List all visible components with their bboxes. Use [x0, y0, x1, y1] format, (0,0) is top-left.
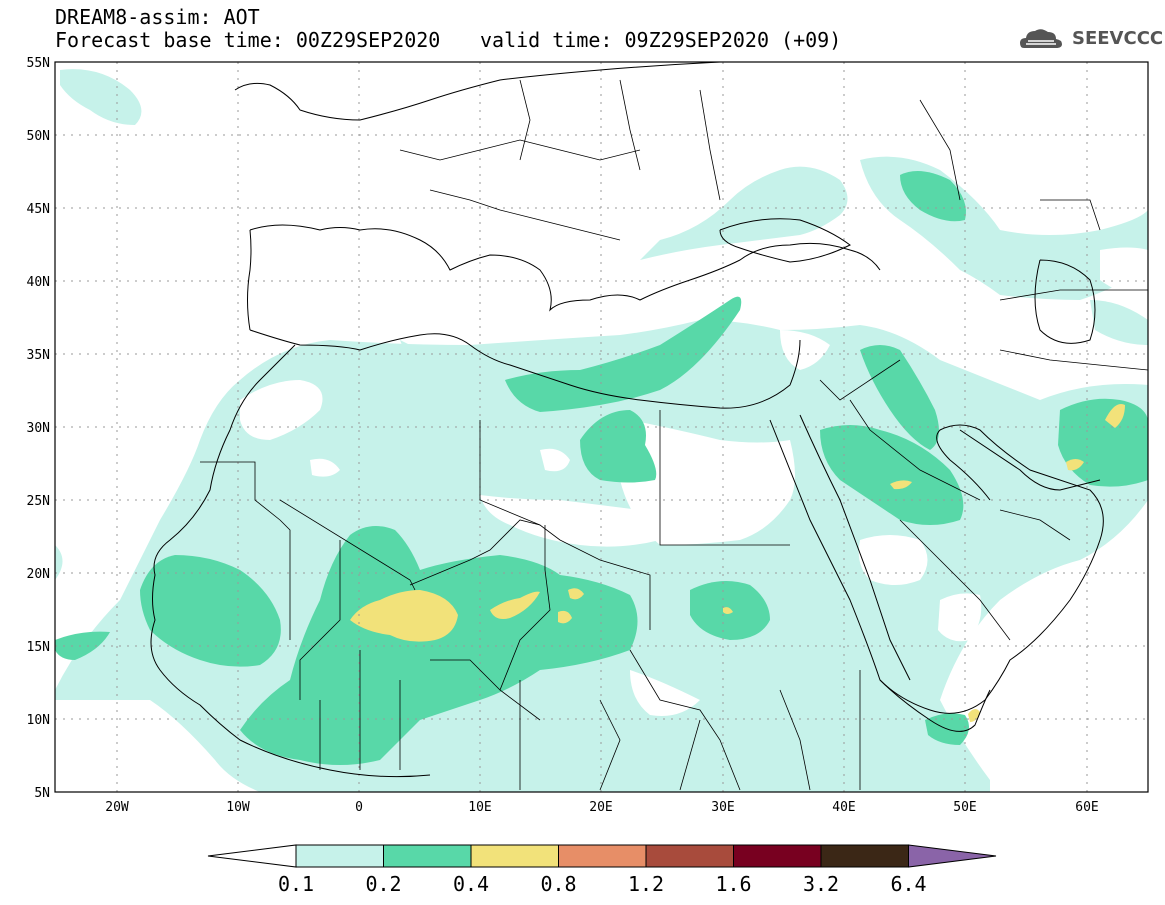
- colorbar-label: 0.1: [278, 872, 314, 896]
- colorbar-segment: [820, 844, 909, 868]
- colorbar-label: 0.4: [453, 872, 489, 896]
- aot-field: [55, 69, 1148, 792]
- aot-level-0.4-0.8: [350, 404, 1125, 722]
- colorbar-label: 1.2: [628, 872, 664, 896]
- colorbar-segment: [645, 844, 734, 868]
- lon-label: 40E: [832, 800, 855, 815]
- valid-time: valid time: 09Z29SEP2020 (+09): [480, 28, 842, 52]
- colorbar-label: 0.2: [365, 872, 401, 896]
- map-frame: [54, 61, 1149, 793]
- colorbar: 0.1 0.2 0.4 0.8 1.2 1.6 3.2 6.4: [207, 844, 997, 896]
- country-borders: [200, 79, 1148, 791]
- lon-label: 20W: [105, 800, 129, 815]
- forecast-base-time: Forecast base time: 00Z29SEP2020: [55, 28, 441, 52]
- colorbar-segment: [295, 844, 384, 868]
- lat-label: 10N: [27, 713, 50, 728]
- lon-label: 0: [355, 800, 363, 815]
- lat-label: 20N: [27, 567, 50, 582]
- colorbar-label: 6.4: [890, 872, 926, 896]
- colorbar-label: 3.2: [803, 872, 839, 896]
- colorbar-segment: [558, 844, 647, 868]
- colorbar-label: 1.6: [715, 872, 751, 896]
- colorbar-left-arrow: [207, 844, 297, 868]
- lon-label: 50E: [953, 800, 976, 815]
- lat-label: 45N: [27, 202, 50, 217]
- coastlines: [150, 62, 1104, 778]
- map-title: DREAM8-assim: AOT: [55, 5, 260, 29]
- seevccc-logo-text: SEEVCCC: [1072, 28, 1164, 49]
- colorbar-segment: [383, 844, 472, 868]
- lon-label: 20E: [589, 800, 612, 815]
- colorbar-right-arrow: [908, 844, 997, 868]
- lat-label: 5N: [34, 786, 50, 801]
- cloud-logo-icon: [1020, 29, 1062, 48]
- colorbar-segment: [733, 844, 822, 868]
- lon-label: 30E: [711, 800, 734, 815]
- aot-below-0.1: [240, 247, 1148, 716]
- lat-label: 30N: [27, 421, 50, 436]
- lon-label: 10E: [468, 800, 491, 815]
- lat-label: 40N: [27, 275, 50, 290]
- lat-label: 55N: [27, 56, 50, 71]
- latitude-labels: 55N 50N 45N 40N 35N 30N 25N 20N 15N 10N …: [27, 56, 50, 801]
- lon-label: 60E: [1075, 800, 1098, 815]
- lon-label: 10W: [226, 800, 250, 815]
- colorbar-segment: [470, 844, 559, 868]
- lat-label: 35N: [27, 348, 50, 363]
- lat-label: 15N: [27, 640, 50, 655]
- lat-label: 50N: [27, 129, 50, 144]
- lat-label: 25N: [27, 494, 50, 509]
- colorbar-label: 0.8: [540, 872, 576, 896]
- longitude-labels: 20W 10W 0 10E 20E 30E 40E 50E 60E: [105, 800, 1098, 815]
